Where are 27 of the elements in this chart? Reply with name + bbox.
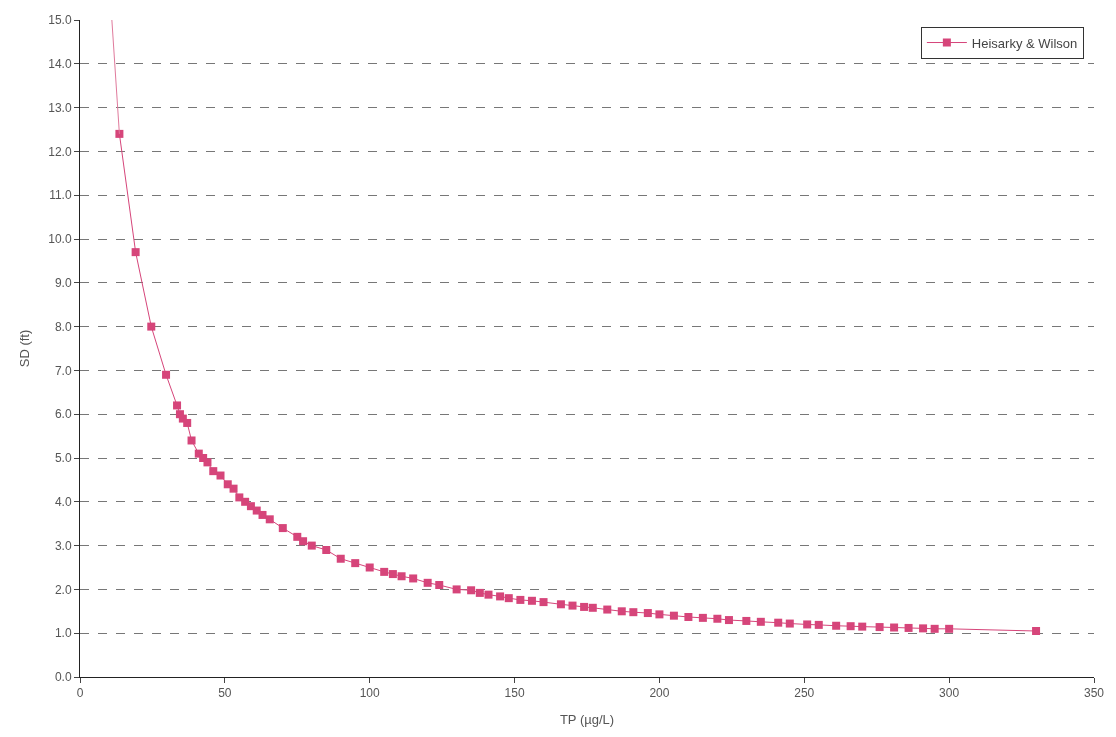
legend-label: Heisarky & Wilson [971, 35, 1078, 51]
y-tick-label: 8.0 [54, 319, 72, 334]
y-tick-label: 7.0 [54, 363, 72, 378]
x-tick-label: 300 [939, 686, 960, 701]
y-tick-label: 5.0 [54, 451, 72, 466]
y-tick-label: 4.0 [54, 495, 72, 509]
y-tick-label: 6.0 [54, 407, 72, 422]
x-tick-label: 0 [76, 686, 84, 701]
y-tick-label: 15.0 [48, 13, 72, 28]
x-tick-label: 100 [359, 686, 381, 701]
x-tick-label: 150 [504, 686, 525, 701]
y-tick-label: 9.0 [54, 276, 72, 290]
y-tick-label: 2.0 [54, 582, 72, 597]
y-tick-label: 12.0 [48, 144, 72, 159]
y-tick-label: 1.0 [54, 626, 72, 641]
y-tick-label: 0.0 [54, 670, 72, 685]
y-axis-title: SD (ft) [17, 329, 33, 368]
y-tick-label: 14.0 [48, 57, 72, 71]
y-tick-label: 11.0 [49, 188, 72, 203]
x-axis-title: TP (µg/L) [559, 712, 615, 727]
x-tick-label: 50 [218, 686, 232, 701]
x-tick-label: 250 [794, 686, 815, 701]
x-tick-label: 200 [649, 686, 670, 701]
x-tick-label: 350 [1083, 686, 1105, 701]
y-tick-label: 10.0 [48, 232, 72, 247]
y-tick-label: 13.0 [48, 100, 72, 115]
y-tick-label: 3.0 [54, 538, 72, 553]
